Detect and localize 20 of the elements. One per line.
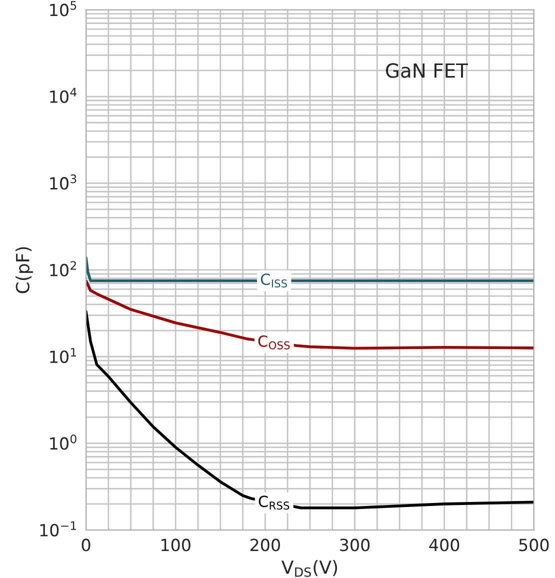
y-tick-label: 10$^{4}$ [50,88,76,103]
line-series [86,310,534,510]
x-tick-label: 200 [250,538,280,552]
y-axis-title: C(pF) [16,247,33,294]
annotation: GaN FET [386,63,468,78]
y-tick-label: 10$^{1}$ [50,348,76,364]
y-tick-label: 10$^{2}$ [50,261,76,276]
x-axis-title: V$_{DS}$(V) [281,560,338,577]
y-tick-label: 10$^{3}$ [50,174,76,190]
x-tick-label: 400 [429,538,460,552]
series-label: C$_{OSS}$ [258,335,290,350]
x-tick-label: 300 [340,538,370,552]
y-tick-label: 10$^{5}$ [50,1,76,16]
x-tick-label: 500 [519,538,549,552]
series-label: C$_{ISS}$ [260,274,288,288]
y-tick-label: 10$^{−1}$ [40,521,76,536]
y-tick-label: 10$^{0}$ [50,434,76,450]
x-tick-label: 100 [162,538,190,552]
series-label: C$_{RSS}$ [258,496,290,510]
x-tick-label: 0 [82,538,90,552]
